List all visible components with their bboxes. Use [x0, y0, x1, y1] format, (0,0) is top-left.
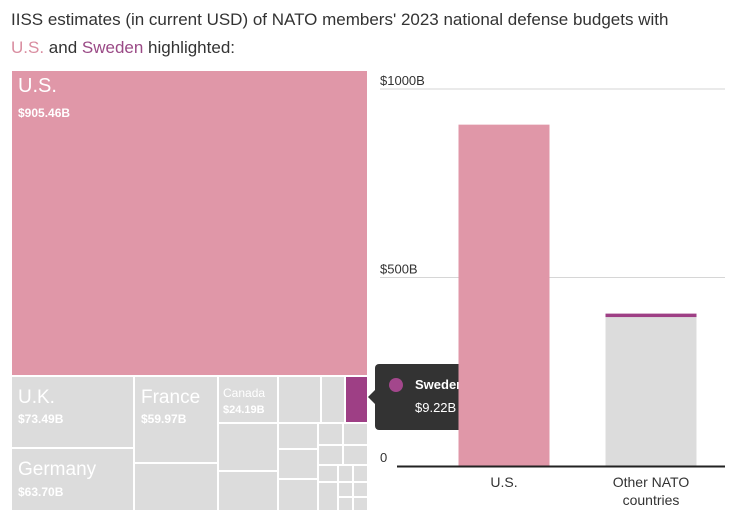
treemap-tile[interactable]	[338, 465, 353, 482]
chart-title: IISS estimates (in current USD) of NATO …	[11, 6, 731, 62]
treemap-tile-germany[interactable]: Germany $63.70B	[11, 448, 134, 511]
tooltip-arrow	[368, 390, 375, 404]
treemap-tile[interactable]	[318, 445, 343, 465]
treemap-tile[interactable]	[343, 423, 368, 445]
title-suffix: highlighted:	[143, 38, 235, 57]
title-us-highlight: U.S.	[11, 38, 45, 57]
treemap-tile[interactable]	[134, 463, 218, 511]
treemap-tile[interactable]	[343, 445, 368, 465]
x-tick-label: countries	[623, 492, 680, 508]
treemap-tile[interactable]	[338, 497, 353, 511]
title-prefix: IISS estimates (in current USD) of NATO …	[11, 10, 669, 29]
treemap-tile-uk[interactable]: U.K. $73.49B	[11, 376, 134, 448]
treemap-tile[interactable]	[338, 482, 353, 497]
treemap-tile[interactable]	[353, 497, 368, 511]
treemap-tile[interactable]	[318, 423, 343, 445]
treemap-tile[interactable]	[218, 423, 278, 471]
y-tick-label: $500B	[380, 262, 418, 277]
tooltip-color-dot	[389, 378, 403, 392]
treemap-tile[interactable]	[318, 482, 338, 511]
treemap-tile-france-name: France	[141, 387, 201, 408]
bar-sweden[interactable]	[605, 313, 697, 318]
treemap-tile-germany-name: Germany	[18, 459, 97, 480]
title-sweden-highlight: Sweden	[81, 38, 144, 57]
tooltip-value: $9.22B	[415, 400, 457, 415]
x-tick-label: U.S.	[490, 474, 517, 490]
treemap-tile[interactable]	[353, 465, 368, 482]
treemap-tile-us-value: $905.46B	[18, 106, 71, 120]
treemap-tile-uk-name: U.K.	[18, 387, 55, 408]
treemap-tile[interactable]	[321, 376, 345, 423]
treemap-tile[interactable]	[318, 465, 338, 482]
bar-other-nato-countries[interactable]	[605, 317, 697, 466]
treemap-tile-canada[interactable]: Canada $24.19B	[218, 376, 278, 423]
treemap-tile[interactable]	[278, 423, 318, 449]
treemap-tile[interactable]	[218, 471, 278, 511]
treemap-tile[interactable]	[278, 449, 318, 479]
treemap-tile-sweden[interactable]	[345, 376, 368, 423]
tooltip-name: Sweden	[415, 377, 465, 392]
treemap-tile-germany-value: $63.70B	[18, 485, 64, 499]
treemap-tile-canada-name: Canada	[223, 386, 266, 400]
treemap-tile[interactable]	[278, 376, 321, 423]
treemap-tile-canada-value: $24.19B	[223, 404, 265, 416]
x-tick-label: Other NATO	[613, 474, 690, 490]
y-tick-label: 0	[380, 450, 387, 465]
treemap-tile[interactable]	[278, 479, 318, 511]
treemap-tile-uk-value: $73.49B	[18, 412, 64, 426]
treemap-tile-us-name: U.S.	[18, 75, 57, 97]
bar-u-s[interactable]	[458, 124, 550, 467]
treemap-tile-us[interactable]: U.S. $905.46B	[11, 70, 368, 376]
treemap-tile[interactable]	[353, 482, 368, 497]
treemap-tile-france[interactable]: France $59.97B	[134, 376, 218, 463]
bar-chart: 0 $500B $1000B U.S. Other NATO countries	[380, 73, 725, 508]
y-tick-label: $1000B	[380, 73, 425, 88]
treemap-tile-france-value: $59.97B	[141, 412, 187, 426]
title-and: and	[44, 38, 82, 57]
